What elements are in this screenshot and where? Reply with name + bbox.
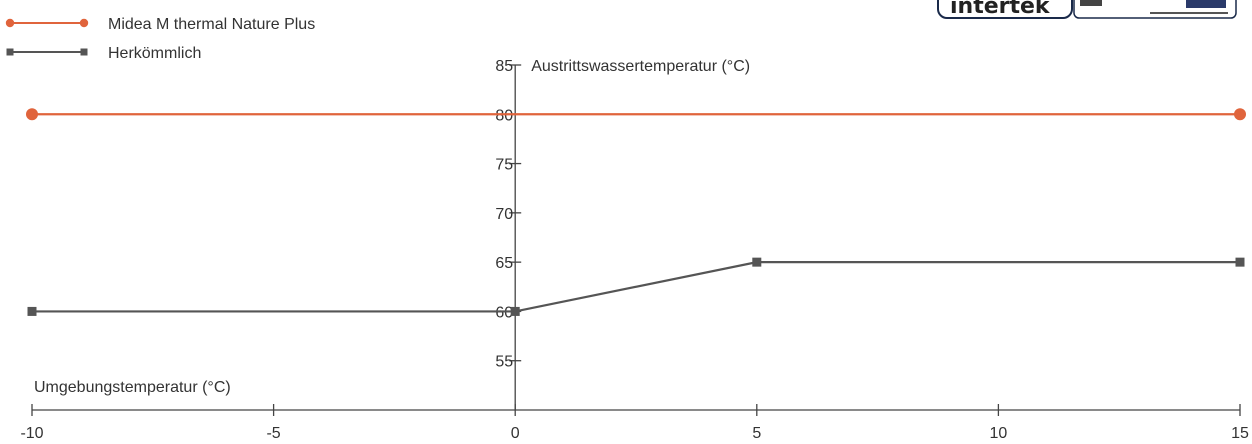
x-tick-label: 0 (511, 425, 520, 442)
intertek-logo: intertek (937, 0, 1237, 19)
series-point-2 (752, 257, 762, 267)
series-point-1 (26, 108, 38, 121)
y-tick-label: 60 (495, 304, 513, 321)
legend: Midea M thermal Nature Plus Herkömmlich (5, 16, 315, 62)
x-axis-title: Umgebungstemperatur (°C) (34, 379, 231, 396)
x-tick-label: 10 (990, 425, 1008, 442)
y-tick-label: 75 (495, 157, 513, 174)
x-tick-label: 5 (752, 425, 761, 442)
series-line-2 (32, 261, 1240, 313)
y-tick-label: 85 (495, 58, 513, 75)
x-tick-label: -10 (20, 425, 43, 442)
y-tick-label: 80 (495, 107, 513, 124)
series-point-2 (510, 306, 520, 316)
legend-marker-2 (80, 48, 88, 56)
axes: -10 -5 0 5 10 15 55 60 65 70 75 80 85 Umgebungstemper… (20, 58, 1249, 442)
logo-caption-icon (1150, 12, 1228, 14)
x-tick-label: -5 (266, 425, 280, 442)
y-tick-label: 55 (495, 354, 513, 371)
legend-marker-1 (79, 18, 89, 28)
logo-badge-icon (1186, 0, 1226, 8)
legend-marker-2 (6, 48, 14, 56)
legend-label-2: Herkömmlich (108, 45, 201, 62)
series-point-2 (1235, 257, 1245, 267)
y-tick-label: 70 (495, 206, 513, 223)
y-tick-label: 65 (495, 255, 513, 272)
logo-mark-icon (1080, 0, 1102, 6)
x-tick-label: 15 (1231, 425, 1249, 442)
series-point-2 (27, 306, 37, 316)
y-axis-title: Austrittswassertemperatur (°C) (531, 58, 750, 75)
legend-label-1: Midea M thermal Nature Plus (108, 16, 315, 33)
series-group (26, 108, 1246, 316)
legend-marker-1 (5, 18, 15, 28)
series-point-1 (1234, 108, 1246, 121)
logo-text: intertek (950, 0, 1051, 19)
